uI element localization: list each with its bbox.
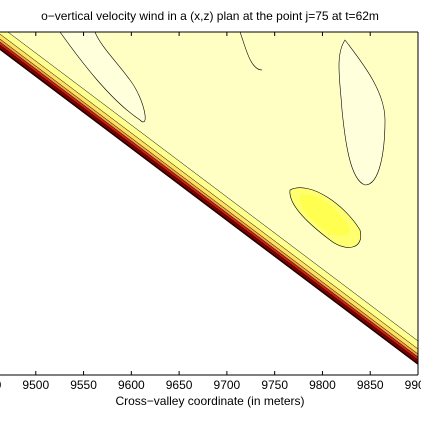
- contour-blob: [299, 194, 350, 237]
- x-tick-label: 9450: [0, 378, 2, 392]
- x-tick-label: 9650: [166, 378, 193, 392]
- contour-line: [59, 32, 146, 123]
- x-tick-label: 9800: [309, 378, 336, 392]
- contour-line: [239, 32, 263, 71]
- terrain: [0, 50, 418, 375]
- x-tick-label: 9550: [70, 378, 97, 392]
- x-tick-label: 9900: [405, 378, 421, 392]
- x-tick-label: 9850: [357, 378, 384, 392]
- x-tick-label: 9600: [118, 378, 145, 392]
- x-tick-label: 9700: [214, 378, 241, 392]
- chart-title: o−vertical velocity wind in a (x,z) plan…: [41, 9, 379, 23]
- contour-field: [0, 32, 418, 375]
- contour-line: [338, 39, 386, 186]
- x-tick-label: 9750: [261, 378, 288, 392]
- x-tick-label: 9500: [22, 378, 49, 392]
- x-axis-label: Cross−valley coordinate (in meters): [115, 394, 304, 408]
- terrain-bands: [0, 32, 418, 375]
